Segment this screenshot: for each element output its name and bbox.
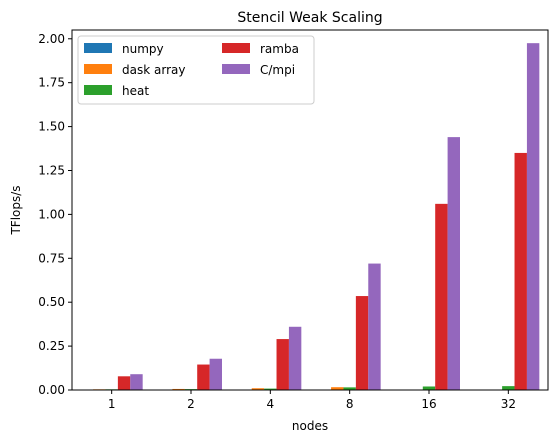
y-axis: 0.00 0.25 0.50 0.75 1.00 1.25 1.50 1.75 2.00 [38,32,72,397]
y-tick-label: 1.00 [38,207,65,221]
legend-label-dask-array: dask array [122,63,185,77]
bar-heat-4 [264,388,277,390]
x-tick-label: 2 [187,397,195,411]
y-tick-label: 0.00 [38,383,65,397]
bars-layer [80,43,540,391]
legend-swatch-heat [84,85,112,95]
legend-swatch-numpy [84,43,112,53]
x-tick-label: 4 [267,397,275,411]
x-tick-label: 1 [108,397,116,411]
bar-ramba-32 [514,152,527,390]
bar-heat-8 [343,387,356,390]
y-tick-label: 0.25 [38,339,65,353]
x-tick-label: 8 [346,397,354,411]
plot-frame [71,29,549,391]
bar-c-mpi-8 [368,263,381,390]
legend-swatch-c-mpi [222,64,250,74]
bar-c-mpi-4 [288,326,302,390]
x-axis-label: nodes [292,419,328,433]
x-tick-label: 16 [421,397,436,411]
x-tick-label: 32 [501,397,516,411]
bar-ramba-2 [197,364,210,390]
bar-dask-array-8 [331,387,344,390]
chart-title: Stencil Weak Scaling [237,10,382,26]
bar-c-mpi-1 [130,374,143,390]
legend-label-numpy: numpy [122,42,164,56]
bar-ramba-16 [435,203,448,390]
bar-dask-array-2 [172,388,185,390]
legend-label-c-mpi: C/mpi [260,63,295,77]
y-axis-label: TFlops/s [9,185,23,235]
y-tick-label: 0.75 [38,251,65,265]
bar-ramba-4 [276,339,289,390]
y-tick-label: 1.50 [38,120,65,134]
bar-dask-array-4 [251,388,265,390]
x-axis: 1 2 4 8 16 32 [108,390,516,411]
y-tick-label: 1.75 [38,76,65,90]
legend-label-heat: heat [122,84,149,98]
legend-label-ramba: ramba [260,42,299,56]
bar-ramba-8 [355,296,369,390]
y-tick-label: 1.25 [38,163,65,177]
bar-ramba-1 [117,376,131,390]
y-tick-label: 2.00 [38,32,65,46]
y-tick-label: 0.50 [38,295,65,309]
bar-heat-16 [422,386,436,390]
legend-box [77,35,315,105]
legend-swatch-ramba [222,43,250,53]
bar-c-mpi-32 [526,43,540,391]
bar-c-mpi-2 [209,358,222,390]
bar-c-mpi-16 [447,137,460,390]
bar-heat-32 [502,386,515,390]
legend: numpy dask array heat ramba C/mpi [77,35,315,105]
legend-swatch-dask-array [84,64,112,74]
